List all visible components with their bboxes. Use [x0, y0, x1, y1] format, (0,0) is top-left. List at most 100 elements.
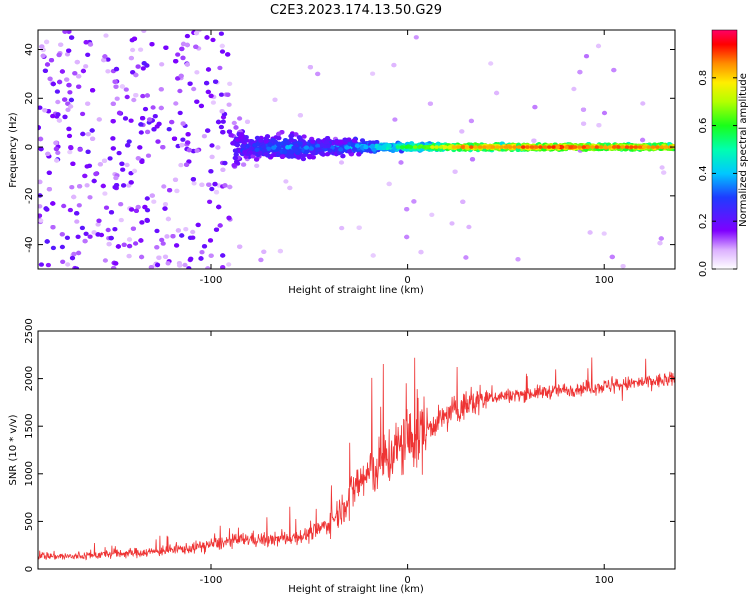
heatmap-cell	[572, 145, 578, 149]
heatmap-cell	[219, 43, 225, 49]
heatmap-cell	[66, 48, 72, 53]
heatmap-cell	[339, 225, 345, 231]
heatmap-cell	[240, 143, 246, 149]
heatmap-cell	[54, 89, 61, 94]
heatmap-cell	[154, 228, 160, 234]
heatmap-cell	[69, 35, 75, 40]
heatmap-cell	[121, 242, 127, 247]
heatmap-cell	[180, 137, 186, 142]
heatmap-cell	[490, 145, 496, 149]
heatmap-cell	[105, 69, 111, 74]
heatmap-cell	[144, 208, 151, 213]
heatmap-cell	[307, 154, 313, 160]
heatmap-cell	[532, 104, 538, 110]
heatmap-cell	[310, 139, 316, 144]
heatmap-cell	[283, 140, 289, 145]
heatmap-cell	[177, 110, 183, 116]
heatmap-cell	[655, 145, 660, 149]
heatmap-cell	[250, 154, 256, 159]
heatmap-cell	[661, 170, 667, 175]
heatmap-cell	[503, 145, 509, 149]
heatmap-cell	[571, 86, 577, 92]
heatmap-cell	[62, 30, 68, 34]
heatmap-cell	[140, 66, 146, 71]
heatmap-cell	[241, 162, 247, 167]
heatmap-cell	[386, 181, 392, 187]
heatmap-cell	[65, 262, 71, 267]
heatmap-cell	[233, 125, 239, 130]
heatmap-cell	[219, 49, 226, 54]
heatmap-cell	[247, 150, 254, 155]
heatmap-cell	[206, 182, 212, 187]
heatmap-cell	[209, 186, 215, 192]
heatmap-cell	[338, 139, 344, 144]
snr-panel: -100 0 100 0 500 1000 1500 2000 2500 Height of …	[8, 318, 676, 595]
heatmap-cell	[551, 145, 556, 149]
heatmap-cell	[173, 101, 179, 106]
heatmap-cell	[122, 116, 129, 121]
heatmap-cell	[482, 145, 487, 149]
heatmap-cell	[298, 137, 304, 143]
heatmap-cell	[87, 42, 94, 47]
heatmap-cell	[267, 142, 273, 147]
heatmap-cell	[144, 93, 150, 98]
heatmap-cell	[55, 99, 61, 105]
heatmap-cell	[118, 202, 124, 207]
heatmap-cell	[151, 199, 157, 204]
heatmap-cell	[469, 157, 476, 162]
heatmap-cell	[135, 64, 141, 69]
snr-y-ticks: 0 500 1000 1500 2000 2500	[24, 318, 675, 572]
heatmap-cell	[145, 129, 151, 135]
heatmap-cell	[270, 137, 276, 143]
heatmap-cell	[607, 145, 612, 149]
heatmap-cell	[276, 131, 282, 137]
heatmap-cell	[404, 234, 410, 240]
heatmap-cell	[59, 232, 65, 237]
heatmap-cell	[227, 184, 233, 190]
heatmap-cell	[538, 145, 543, 149]
heatmap-cell	[198, 256, 204, 261]
heatmap-cell	[154, 262, 161, 268]
heatmap-cell	[219, 109, 225, 114]
heatmap-cells	[38, 30, 675, 269]
heatmap-cell	[275, 152, 281, 157]
heatmap-cell	[38, 146, 44, 152]
heatmap-cell	[521, 145, 526, 149]
heatmap-cell	[144, 196, 150, 201]
heatmap-cell	[177, 263, 183, 268]
heatmap-cell	[218, 124, 224, 130]
heatmap-cell	[315, 143, 321, 148]
heatmap-cell	[356, 152, 362, 157]
snr-y-tick-label: 1000	[24, 461, 35, 486]
heatmap-cell	[464, 145, 470, 149]
heatmap-cell	[238, 134, 244, 140]
heatmap-cell	[106, 241, 112, 247]
heatmap-cell	[261, 148, 268, 153]
heatmap-cell	[297, 141, 303, 146]
heatmap-cell	[346, 137, 352, 142]
heatmap-x-axis-label: Height of straight line (km)	[288, 285, 424, 296]
heatmap-cell	[254, 147, 260, 152]
heatmap-cell	[142, 106, 149, 112]
heatmap-cell	[276, 145, 282, 150]
heatmap-cell	[443, 145, 448, 149]
heatmap-cell	[295, 155, 302, 160]
heatmap-cell	[542, 145, 547, 149]
heatmap-cell	[61, 203, 67, 209]
heatmap-cell	[231, 120, 237, 126]
heatmap-cell	[110, 101, 116, 107]
heatmap-cell	[264, 134, 271, 139]
heatmap-cell	[76, 203, 82, 208]
heatmap-cell	[466, 224, 472, 230]
heatmap-cell	[115, 244, 121, 249]
heatmap-cell	[128, 207, 135, 212]
snr-y-tick-label: 2500	[24, 318, 35, 343]
heatmap-cell	[66, 133, 73, 139]
heatmap-cell	[301, 134, 307, 139]
heatmap-cell	[258, 138, 264, 143]
heatmap-cell	[69, 255, 76, 261]
heatmap-cell	[42, 108, 48, 113]
heatmap-cell	[174, 188, 180, 194]
heatmap-cell	[411, 199, 417, 204]
heatmap-cell	[148, 265, 154, 269]
